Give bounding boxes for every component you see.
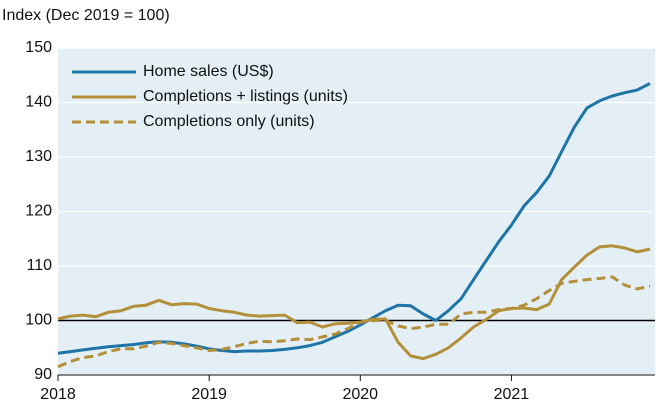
y-tick-label: 120 <box>25 203 52 220</box>
chart-subtitle: Index (Dec 2019 = 100) <box>2 7 170 24</box>
x-tick-label: 2020 <box>342 386 378 403</box>
legend-label: Completions only (units) <box>143 113 315 130</box>
x-tick-label: 2021 <box>494 386 530 403</box>
y-tick-label: 90 <box>34 366 52 383</box>
y-tick-label: 150 <box>25 39 52 56</box>
y-tick-label: 100 <box>25 312 52 329</box>
x-tick-label: 2019 <box>191 386 227 403</box>
series-line <box>57 275 651 369</box>
legend-label: Completions + listings (units) <box>143 88 348 105</box>
x-tick-label: 2018 <box>40 386 76 403</box>
legend-label: Home sales (US$) <box>143 63 274 80</box>
y-tick-label: 110 <box>26 257 52 274</box>
series-line <box>57 244 651 361</box>
y-tick-label: 130 <box>25 148 52 165</box>
y-tick-label: 140 <box>25 94 52 111</box>
